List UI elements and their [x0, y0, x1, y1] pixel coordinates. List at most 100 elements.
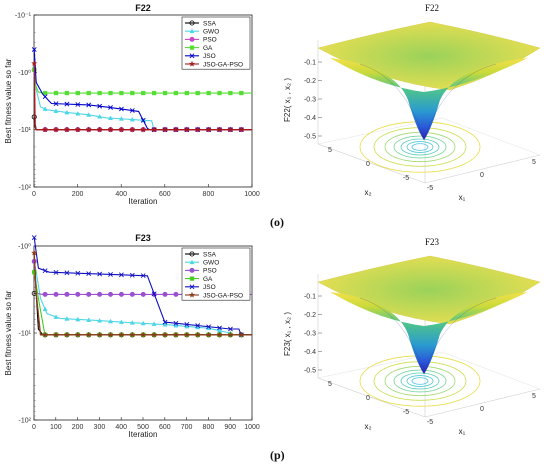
x1-tick-label: 0: [480, 406, 484, 413]
series-marker-jso: [108, 105, 113, 110]
series-marker-pso: [75, 291, 81, 297]
z-axis-label: F23( x₁ , x₂ ): [283, 312, 292, 356]
series-marker-jso-ga-pso: [205, 331, 212, 338]
contour-ring: [393, 135, 447, 159]
y-tick-label: -10²: [19, 185, 32, 192]
series-marker-jso-ga-pso: [85, 331, 92, 338]
series-marker-ga: [173, 90, 179, 96]
series-marker-ga: [162, 90, 168, 96]
series-marker-gwo: [118, 116, 124, 121]
series-marker-jso: [227, 326, 233, 332]
legend-marker-ga: [189, 45, 195, 50]
series-marker-jso-ga-pso: [205, 126, 212, 133]
contour-ring: [400, 138, 440, 156]
series-marker-pso: [64, 291, 70, 297]
series-marker-jso-ga-pso: [183, 126, 190, 133]
series-marker-jso: [151, 291, 157, 297]
y-tick-label: -10²: [19, 418, 32, 425]
series-marker-ga: [239, 90, 244, 96]
series-marker-ga: [42, 90, 48, 96]
series-marker-jso-ga-pso: [118, 126, 125, 133]
series-marker-jso-ga-pso: [96, 126, 103, 133]
series-marker-jso: [118, 272, 124, 278]
x-tick-label: 800: [203, 191, 215, 198]
series-marker-jso-ga-pso: [216, 126, 223, 133]
series-marker-jso-ga-pso: [150, 126, 158, 133]
z-tick-label: -0.2: [304, 312, 316, 319]
series-marker-jso: [53, 270, 59, 275]
series-marker-ga: [206, 90, 211, 96]
series-marker-gwo: [53, 314, 59, 319]
series-marker-gwo: [97, 317, 103, 323]
series-marker-jso-ga-pso: [140, 331, 147, 338]
x2-tick-label: -5: [403, 409, 409, 416]
series-marker-ga: [195, 90, 200, 96]
x1-tick-label: -5: [427, 185, 433, 192]
legend-label: JSO-GA-PSO: [203, 292, 243, 299]
x1-tick-label: 5: [532, 393, 536, 400]
series-marker-gwo: [42, 306, 48, 312]
chart-title: F22: [135, 3, 151, 13]
z-tick-label: -0.1: [304, 60, 316, 67]
series-marker-jso: [173, 320, 179, 326]
series-marker-jso-ga-pso: [194, 331, 201, 338]
y-tick-label: -10⁻¹: [15, 13, 32, 20]
series-marker-gwo: [86, 317, 92, 322]
series-marker-jso-ga-pso: [85, 126, 92, 133]
x1-tick-label: 0: [480, 172, 484, 179]
series-marker-jso: [217, 325, 222, 331]
x1-axis-label: x₁: [459, 193, 466, 202]
series-marker-gwo: [151, 321, 157, 326]
series-marker-gwo: [64, 109, 70, 115]
series-marker-gwo: [107, 115, 114, 120]
contour-ring: [384, 365, 456, 397]
contour-ring: [411, 143, 429, 151]
series-marker-jso-ga-pso: [118, 331, 125, 338]
series-marker-jso: [108, 272, 113, 277]
series-marker-ga: [53, 90, 59, 96]
series-marker-jso: [64, 270, 70, 276]
series-marker-jso: [206, 324, 212, 330]
axis-floor: [317, 351, 541, 390]
contour-ring: [411, 377, 429, 385]
series-marker-pso: [97, 291, 103, 297]
legend-marker-ssa: [189, 251, 195, 257]
series-marker-jso: [75, 270, 81, 276]
series-marker-jso: [162, 319, 168, 325]
series-marker-pso: [108, 291, 114, 297]
y-tick-label: -10⁰: [18, 69, 31, 77]
series-marker-jso-ga-pso: [74, 331, 81, 338]
surface-title: F23: [425, 237, 440, 247]
series-marker-pso: [42, 291, 48, 297]
series-marker-pso: [86, 291, 92, 297]
series-marker-jso-ga-pso: [63, 126, 71, 133]
series-marker-jso: [97, 271, 103, 277]
legend-label: GA: [203, 45, 213, 52]
surface-funnel: [330, 58, 528, 140]
series-marker-gwo: [107, 318, 114, 324]
x-tick-label: 0: [32, 191, 36, 198]
series-marker-ga: [141, 90, 146, 96]
legend-marker-gwo: [189, 28, 195, 34]
legend-label: GWO: [203, 29, 219, 36]
y-axis-label: Best fitness value so far: [4, 58, 13, 143]
z-tick-label: -0.3: [304, 97, 316, 104]
legend-marker-jso-ga-pso: [188, 60, 196, 67]
legend-label: JSO: [203, 284, 216, 291]
series-marker-jso: [31, 235, 37, 240]
legend-box: [181, 16, 251, 70]
legend-marker-ga: [189, 276, 195, 281]
series-marker-ga: [130, 90, 135, 96]
z-tick-label: -0.2: [304, 78, 316, 85]
legend-marker-gwo: [189, 259, 195, 265]
series-marker-gwo: [42, 106, 48, 111]
legend-label: JSO: [203, 53, 216, 60]
series-marker-ga: [108, 90, 113, 96]
series-marker-gwo: [86, 112, 92, 117]
series-marker-pso: [173, 291, 179, 297]
series-marker-ga: [32, 270, 37, 275]
